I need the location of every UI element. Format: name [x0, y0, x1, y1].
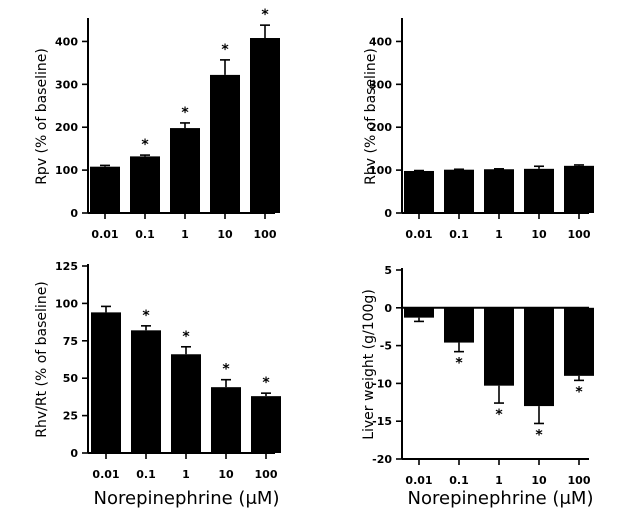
x-axis-label: Norepinephrine (μM)	[94, 488, 280, 509]
x-tick-label: 10	[217, 228, 233, 241]
bar	[131, 330, 161, 453]
bar	[250, 38, 280, 213]
y-tick-label: 300	[55, 78, 78, 91]
significance-marker: *	[182, 329, 190, 345]
bar	[484, 169, 514, 213]
significance-marker: *	[261, 7, 269, 23]
significance-marker: *	[222, 362, 230, 378]
bar	[90, 166, 120, 213]
x-tick-label: 0.1	[136, 468, 156, 481]
x-tick-label: 100	[568, 228, 591, 241]
significance-marker: *	[575, 384, 583, 400]
significance-marker: *	[535, 427, 543, 443]
panel-top-left: 0 100 200 300 400 Rpv (% of baseline) 0.01 0.1 *…	[34, 7, 280, 241]
bar	[524, 168, 554, 213]
bar	[91, 312, 121, 453]
x-tick-label: 0.1	[449, 228, 469, 241]
x-tick-label: 100	[255, 468, 278, 481]
y-tick-label: -20	[372, 453, 392, 466]
y-tick-label: 100	[55, 164, 78, 177]
significance-marker: *	[141, 137, 149, 153]
panel-bottom-left: 0 25 50 75 100 125 Rhv/Rt (% of baseline) 0.01 0…	[34, 260, 281, 509]
y-axis-label: Rhv (% of baseline)	[363, 48, 379, 185]
x-tick-label: 1	[181, 228, 189, 241]
bar	[484, 307, 514, 386]
y-tick-label: 300	[369, 78, 392, 91]
x-tick-label: 10	[531, 228, 547, 241]
bar	[404, 170, 434, 213]
x-tick-label: 10	[218, 468, 234, 481]
x-tick-label: 100	[568, 474, 591, 487]
bar	[210, 74, 240, 213]
significance-marker: *	[221, 42, 229, 58]
x-tick-label: 0.01	[405, 474, 432, 487]
x-tick-label: 1	[182, 468, 190, 481]
y-tick-label: 25	[63, 410, 78, 423]
x-tick-label: 1	[495, 228, 503, 241]
y-tick-label: 400	[369, 35, 392, 48]
x-tick-label: 0.01	[92, 468, 119, 481]
y-axis-label: Rhv/Rt (% of baseline)	[34, 281, 50, 438]
x-tick-label: 0.1	[449, 474, 469, 487]
y-tick-label: 75	[63, 335, 78, 348]
y-tick-label: 125	[55, 260, 78, 273]
y-tick-label: 50	[63, 372, 79, 385]
x-tick-label: 10	[531, 474, 547, 487]
y-tick-label: 400	[55, 35, 78, 48]
bar	[444, 169, 474, 213]
y-tick-label: 5	[384, 264, 392, 277]
x-tick-label: 0.01	[91, 228, 118, 241]
significance-marker: *	[262, 375, 270, 391]
bar	[524, 307, 554, 407]
y-tick-label: 200	[55, 121, 78, 134]
significance-marker: *	[495, 407, 503, 423]
significance-marker: *	[142, 308, 150, 324]
bar	[130, 156, 160, 213]
x-tick-label: 100	[254, 228, 277, 241]
panel-bottom-right: -20 -15 -10 -5 0 5 Liver weight (g/100g) 0.01 0.…	[361, 264, 594, 509]
bar	[564, 307, 594, 376]
bar	[171, 354, 201, 453]
y-tick-label: 0	[384, 302, 392, 315]
bar	[170, 128, 200, 213]
x-tick-label: 0.1	[135, 228, 155, 241]
x-tick-label: 0.01	[405, 228, 432, 241]
y-axis-label: Rpv (% of baseline)	[34, 48, 50, 185]
y-axis-label: Liver weight (g/100g)	[361, 289, 377, 440]
bar	[404, 307, 434, 318]
y-tick-label: 0	[384, 207, 392, 220]
y-tick-label: -15	[372, 415, 392, 428]
y-tick-label: 0	[70, 207, 78, 220]
y-tick-label: 0	[70, 447, 78, 460]
y-tick-label: 200	[369, 121, 392, 134]
bar	[444, 307, 474, 343]
bar	[251, 396, 281, 453]
y-tick-label: 100	[55, 297, 78, 310]
significance-marker: *	[181, 105, 189, 121]
y-tick-label: 100	[369, 164, 392, 177]
bar	[211, 387, 241, 453]
significance-marker: *	[455, 356, 463, 372]
x-tick-label: 1	[495, 474, 503, 487]
x-axis-label: Norepinephrine (μM)	[408, 488, 594, 509]
bar	[564, 165, 594, 213]
y-tick-label: -10	[372, 377, 392, 390]
y-tick-label: -5	[380, 340, 392, 353]
